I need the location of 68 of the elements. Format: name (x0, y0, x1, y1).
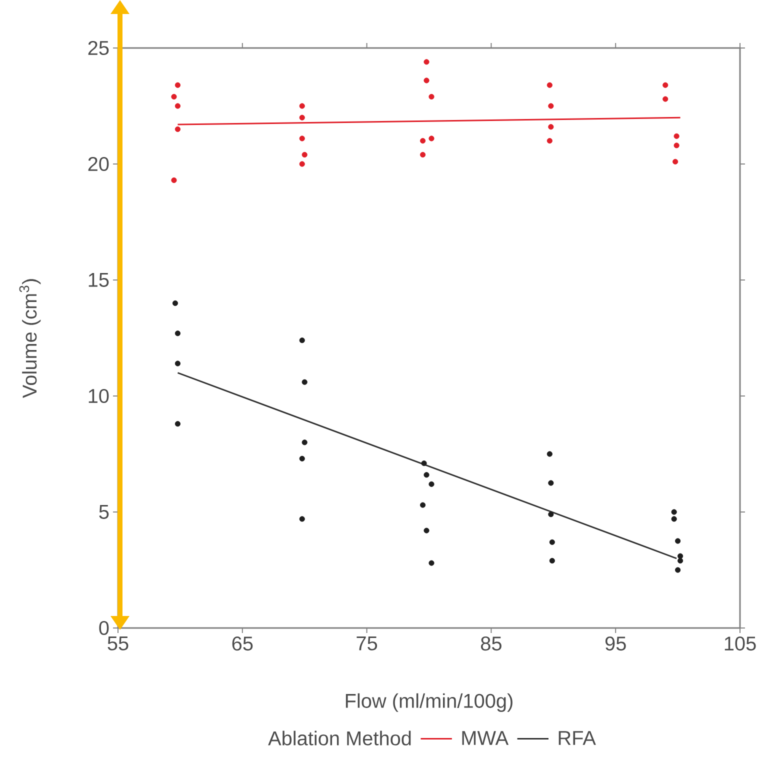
point (671, 509, 677, 515)
point (420, 138, 426, 144)
point (174, 126, 181, 132)
point (172, 300, 178, 306)
y-tick-label: 15 (88, 273, 109, 287)
point (424, 78, 430, 84)
point (424, 59, 430, 65)
point (546, 138, 552, 144)
point (174, 82, 181, 88)
point (302, 152, 308, 158)
y-tick-label: 5 (99, 505, 109, 519)
point (548, 103, 554, 109)
point (299, 136, 305, 142)
point (549, 539, 555, 545)
point (678, 558, 684, 564)
point (428, 136, 434, 142)
x-tick-label: 105 (724, 636, 756, 651)
point (548, 124, 554, 130)
y-tick-label: 20 (88, 156, 109, 172)
point (299, 516, 305, 522)
point (174, 360, 181, 366)
point (662, 96, 668, 102)
point (678, 553, 684, 559)
point (174, 103, 181, 109)
y-tick-label: 25 (88, 40, 109, 56)
point (424, 472, 430, 478)
point (671, 516, 677, 522)
point (299, 161, 305, 167)
y-axis-title: Volume (cm$^{3}$) (19, 279, 41, 398)
point (428, 94, 434, 100)
point (428, 560, 434, 566)
point (174, 421, 181, 427)
point (174, 330, 181, 336)
point (674, 142, 680, 148)
x-tick-label: 95 (605, 636, 626, 651)
point (546, 451, 552, 457)
point (549, 558, 555, 564)
x-tick-label: 65 (232, 636, 253, 651)
point (675, 567, 681, 573)
point (299, 114, 305, 120)
point (299, 338, 305, 344)
point (171, 177, 177, 184)
point (675, 538, 681, 544)
point (420, 502, 426, 508)
point (421, 460, 427, 466)
point (299, 103, 305, 109)
x-axis-title: Flow (ml/min/100g) (346, 693, 512, 712)
y-tick-label: 0 (99, 620, 109, 636)
x-tick-label: 55 (108, 636, 128, 650)
point (548, 512, 554, 518)
point (299, 456, 305, 462)
point (171, 94, 177, 100)
point (546, 82, 552, 88)
point (674, 133, 680, 139)
point (672, 158, 678, 164)
point (420, 152, 426, 158)
y-tick-label: 10 (88, 388, 109, 404)
legend-title: Ablation Method (268, 730, 411, 746)
x-tick-label: 85 (480, 636, 502, 651)
x-tick-label: 75 (356, 636, 378, 650)
legend-label: MWA (462, 731, 509, 745)
point (424, 528, 430, 534)
legend-label: RFA (558, 731, 596, 745)
point (302, 379, 308, 385)
point (302, 440, 308, 446)
point (428, 481, 434, 487)
point (548, 480, 554, 486)
point (662, 82, 668, 88)
